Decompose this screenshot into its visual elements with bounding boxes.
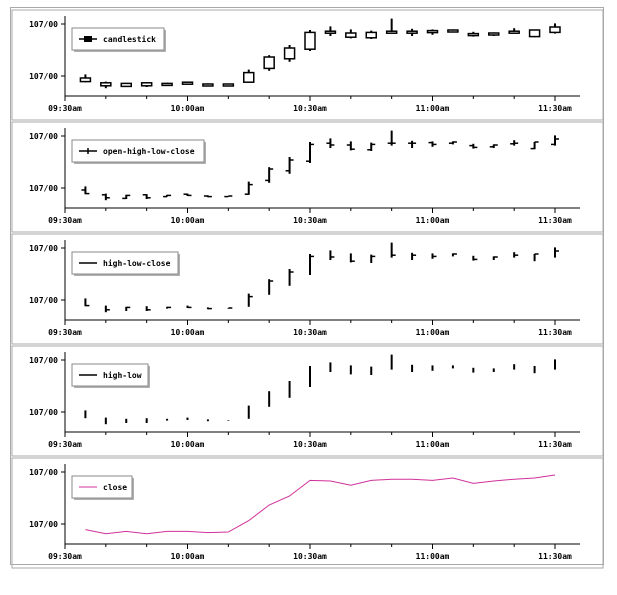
candle-body-1-4 xyxy=(140,82,153,87)
x-tick-label-4-1: 09:30am xyxy=(48,440,82,449)
x-tick-label-3-1: 09:30am xyxy=(48,328,82,337)
x-tick-label-2-1: 09:30am xyxy=(48,216,82,225)
x-tick-label-3-3: 10:30am xyxy=(293,328,327,337)
close-line xyxy=(85,474,556,535)
y-tick-label-1-1: 107/00 xyxy=(29,20,58,29)
legend-label-5: close xyxy=(103,483,127,492)
candle-body-1-17 xyxy=(406,30,418,34)
x-tick-label-1-5: 11:30am xyxy=(538,104,572,113)
y-tick-label-4-1: 107/00 xyxy=(29,356,58,365)
legend-label-3: high-low-close xyxy=(103,258,171,268)
panel-frame-4 xyxy=(11,345,604,457)
candle-body-1-21 xyxy=(488,32,500,36)
x-tick-label-4-5: 11:30am xyxy=(538,440,572,449)
candle-body-1-10 xyxy=(263,56,275,70)
candle-body-1-11 xyxy=(283,47,296,60)
x-tick-label-2-2: 10:00am xyxy=(171,216,205,225)
y-tick-label-5-1: 107/00 xyxy=(29,468,58,477)
y-tick-label-3-2: 107/00 xyxy=(29,296,58,305)
y-tick-label-5-2: 107/00 xyxy=(29,520,58,529)
legend-box-4 xyxy=(71,363,149,387)
x-tick-label-1-4: 11:00am xyxy=(416,104,450,113)
x-tick-label-5-5: 11:30am xyxy=(538,552,572,561)
candle-body-1-23 xyxy=(528,29,541,38)
candle-body-1-9 xyxy=(243,71,255,83)
candle-body-1-14 xyxy=(345,32,357,38)
panel-frame-5 xyxy=(11,457,604,569)
candle-body-1-16 xyxy=(385,30,398,34)
candle-body-1-5 xyxy=(161,82,173,87)
y-tick-label-1-2: 107/00 xyxy=(29,72,58,81)
candle-body-1-8 xyxy=(222,83,235,87)
legend-box-3 xyxy=(71,251,179,275)
candle-body-1-1 xyxy=(79,77,92,83)
candle-body-1-2 xyxy=(100,82,112,87)
panel-frame-1 xyxy=(11,9,604,121)
y-tick-label-3-1: 107/00 xyxy=(29,244,58,253)
y-tick-label-2-2: 107/00 xyxy=(29,184,58,193)
x-tick-label-2-5: 11:30am xyxy=(538,216,572,225)
candle-body-1-18 xyxy=(426,29,439,34)
x-tick-label-5-3: 10:30am xyxy=(293,552,327,561)
x-tick-label-2-4: 11:00am xyxy=(416,216,450,225)
y-tick-label-4-2: 107/00 xyxy=(29,408,58,417)
legend-box-2 xyxy=(71,139,205,163)
candle-body-1-3 xyxy=(120,82,132,88)
candle-body-1-6 xyxy=(181,81,194,85)
candle-body-1-22 xyxy=(508,30,520,34)
legend-swatch-candle-1 xyxy=(84,36,92,42)
candle-body-1-7 xyxy=(202,83,214,87)
legend-box-5 xyxy=(71,475,133,499)
x-tick-label-3-5: 11:30am xyxy=(538,328,572,337)
x-tick-label-4-3: 10:30am xyxy=(293,440,327,449)
legend-label-2: open-high-low-close xyxy=(103,146,195,156)
x-tick-label-3-4: 11:00am xyxy=(416,328,450,337)
legend-label-4: high-low xyxy=(103,370,142,380)
x-tick-label-3-2: 10:00am xyxy=(171,328,205,337)
panel-frame-3 xyxy=(11,233,604,345)
candle-body-1-15 xyxy=(365,31,377,39)
x-tick-label-5-1: 09:30am xyxy=(48,552,82,561)
candle-body-1-13 xyxy=(324,30,337,34)
candle-body-1-12 xyxy=(304,31,316,50)
x-tick-label-5-4: 11:00am xyxy=(416,552,450,561)
x-tick-label-1-1: 09:30am xyxy=(48,104,82,113)
x-tick-label-1-3: 10:30am xyxy=(293,104,327,113)
legend-label-1: candlestick xyxy=(103,34,156,44)
x-tick-label-4-2: 10:00am xyxy=(171,440,205,449)
legend-box-1 xyxy=(71,27,165,51)
x-tick-label-5-2: 10:00am xyxy=(171,552,205,561)
y-tick-label-2-1: 107/00 xyxy=(29,132,58,141)
x-tick-label-1-2: 10:00am xyxy=(171,104,205,113)
x-tick-label-4-4: 11:00am xyxy=(416,440,450,449)
candle-body-1-24 xyxy=(549,26,561,34)
x-tick-label-2-3: 10:30am xyxy=(293,216,327,225)
candle-body-1-19 xyxy=(447,29,459,33)
panel-frame-2 xyxy=(11,121,604,233)
candle-body-1-20 xyxy=(467,32,480,37)
